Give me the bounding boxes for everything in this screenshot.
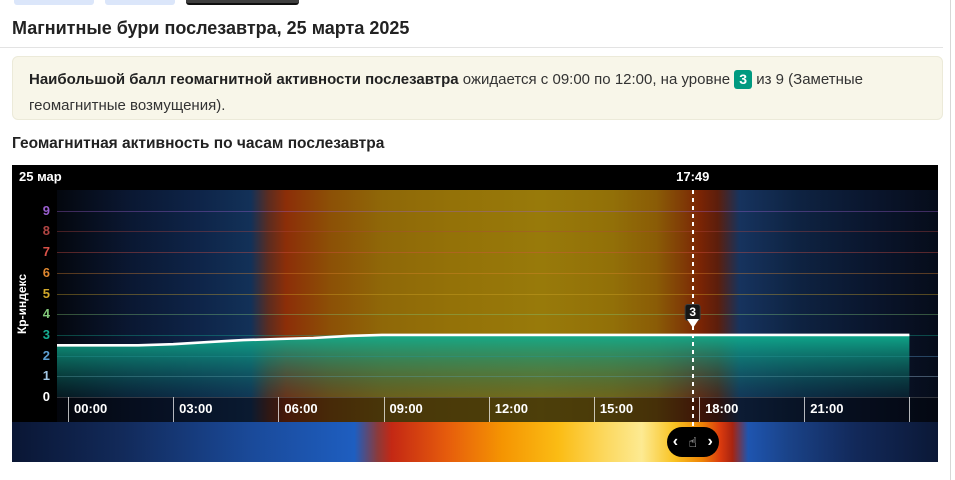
y-axis-title: Кр-индекс bbox=[15, 273, 29, 335]
y-tick-label: 7 bbox=[42, 244, 50, 260]
summary-text-after: из 9 (Заметные геомагнитные возмущения). bbox=[29, 71, 863, 114]
x-tick-label: 00:00 bbox=[74, 401, 108, 416]
gridline bbox=[57, 252, 938, 254]
x-tick bbox=[383, 397, 385, 422]
cursor-time-label: 17:49 bbox=[676, 169, 710, 184]
x-tick bbox=[173, 397, 175, 422]
y-tick-label: 9 bbox=[42, 202, 50, 218]
cursor-value-badge: 3 bbox=[684, 303, 702, 321]
plot-area[interactable]: 00:00 03:00 06:00 09:00 12:00 15:00 18:00 21:00… bbox=[57, 190, 938, 430]
y-tick-label: 4 bbox=[42, 306, 50, 322]
y-tick-label: 0 bbox=[42, 389, 50, 404]
section-title: Геомагнитная активность по часам послеза… bbox=[12, 135, 385, 152]
x-tick bbox=[68, 397, 69, 422]
x-tick bbox=[593, 397, 595, 422]
x-axis-strip: 00:00 03:00 06:00 09:00 12:00 15:00 18:00 21:00 bbox=[57, 397, 938, 422]
kp-area-series bbox=[57, 333, 910, 397]
cursor-arrow-icon bbox=[686, 318, 699, 328]
chart-body: Кр-индекс 0 1 2 3 4 5 6 7 8 9 00:00 03:00 06:00 09:0… bbox=[12, 190, 938, 430]
gridline bbox=[57, 210, 938, 212]
y-tick-label: 3 bbox=[42, 326, 50, 342]
y-tick-label: 2 bbox=[42, 347, 50, 363]
hand-pointer-icon[interactable]: ☝ bbox=[688, 434, 698, 450]
x-tick bbox=[909, 397, 911, 422]
kp-level-badge: 3 bbox=[734, 70, 753, 89]
title-divider bbox=[0, 47, 943, 48]
x-tick bbox=[278, 397, 280, 422]
timeline-drag-control[interactable]: ‹ ☝ › bbox=[666, 427, 719, 457]
tab-cutoff-1[interactable] bbox=[14, 0, 94, 5]
timeline-nav-bar[interactable]: ‹ ☝ › bbox=[12, 422, 938, 462]
y-tick-label: 8 bbox=[42, 223, 50, 239]
y-tick-label: 6 bbox=[42, 264, 50, 280]
x-tick-label: 15:00 bbox=[599, 401, 634, 416]
chevron-left-icon[interactable]: ‹ bbox=[672, 433, 679, 450]
chart-date-label: 25 мар bbox=[19, 169, 62, 184]
x-tick-label: 21:00 bbox=[810, 401, 844, 416]
x-tick-label: 12:00 bbox=[494, 401, 528, 416]
gridline bbox=[57, 293, 938, 295]
gridline bbox=[57, 272, 938, 274]
tab-cutoff-active[interactable] bbox=[186, 0, 299, 5]
y-tick-label: 1 bbox=[42, 368, 50, 384]
gridline bbox=[57, 314, 938, 316]
x-tick-label: 03:00 bbox=[179, 401, 213, 416]
chevron-right-icon[interactable]: › bbox=[707, 433, 713, 450]
page-title: Магнитные бури послезавтра, 25 марта 202… bbox=[12, 18, 410, 38]
y-axis: Кр-индекс 0 1 2 3 4 5 6 7 8 9 bbox=[12, 190, 57, 422]
gridline bbox=[57, 231, 938, 233]
chart-header: 25 мар 17:49 bbox=[12, 165, 938, 190]
x-tick bbox=[699, 397, 701, 422]
tab-cutoff-2[interactable] bbox=[105, 0, 175, 5]
summary-text-before: ожидается с 09:00 по 12:00, на уровне bbox=[458, 71, 735, 88]
x-tick bbox=[804, 397, 806, 422]
summary-bold-text: Наибольшой балл геомагнитной активности … bbox=[29, 71, 459, 88]
y-tick-label: 5 bbox=[42, 285, 50, 301]
x-tick bbox=[488, 397, 490, 422]
x-tick-label: 06:00 bbox=[284, 401, 318, 416]
summary-box: Наибольшой балл геомагнитной активности … bbox=[12, 56, 943, 120]
x-tick-label: 18:00 bbox=[705, 401, 739, 416]
page-right-border bbox=[950, 0, 951, 480]
x-tick-label: 09:00 bbox=[389, 401, 423, 416]
